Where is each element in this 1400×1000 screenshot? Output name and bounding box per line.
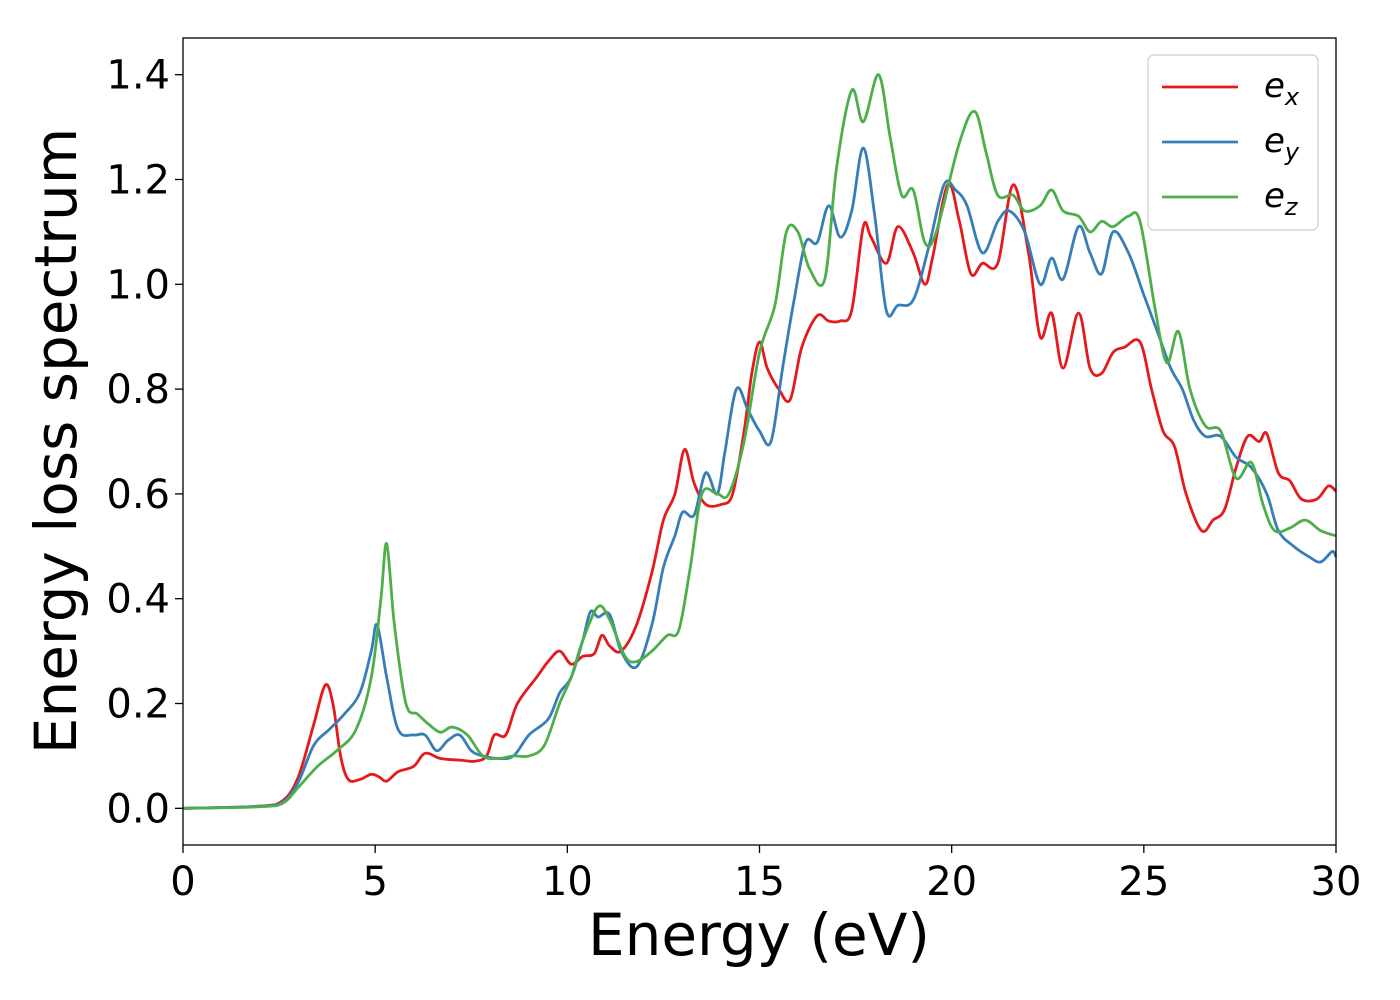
x-tick-label: 5 <box>362 859 387 905</box>
y-tick-label: 0.6 <box>106 472 170 518</box>
series-line-e-y <box>182 146 1338 810</box>
y-tick-label: 1.2 <box>106 157 170 203</box>
plot-area <box>183 38 1336 845</box>
series-line-e-z <box>182 73 1337 810</box>
y-tick-label: 1.4 <box>106 53 170 99</box>
y-tick-label: 0.0 <box>106 786 170 832</box>
x-tick-label: 30 <box>1311 859 1362 905</box>
y-tick-label: 0.4 <box>106 577 170 623</box>
legend-label-e-y: ey <box>1264 121 1300 166</box>
x-axis-ticks: 0 5 10 15 20 25 30 <box>170 845 1361 905</box>
x-tick-label: 20 <box>926 859 977 905</box>
x-tick-label: 15 <box>734 859 785 905</box>
x-tick-label: 0 <box>170 859 195 905</box>
x-tick-label: 10 <box>542 859 593 905</box>
y-tick-label: 0.8 <box>106 367 170 413</box>
series-line-e-x <box>182 182 1337 810</box>
y-axis-ticks: 0.0 0.2 0.4 0.6 0.8 1.0 1.2 1.4 <box>106 53 183 832</box>
x-axis-title: Energy (eV) <box>588 901 930 969</box>
x-tick-label: 25 <box>1118 859 1169 905</box>
y-axis-title: Energy loss spectrum <box>22 128 90 754</box>
series-lines <box>182 73 1338 810</box>
y-tick-label: 1.0 <box>106 262 170 308</box>
y-tick-label: 0.2 <box>106 682 170 728</box>
